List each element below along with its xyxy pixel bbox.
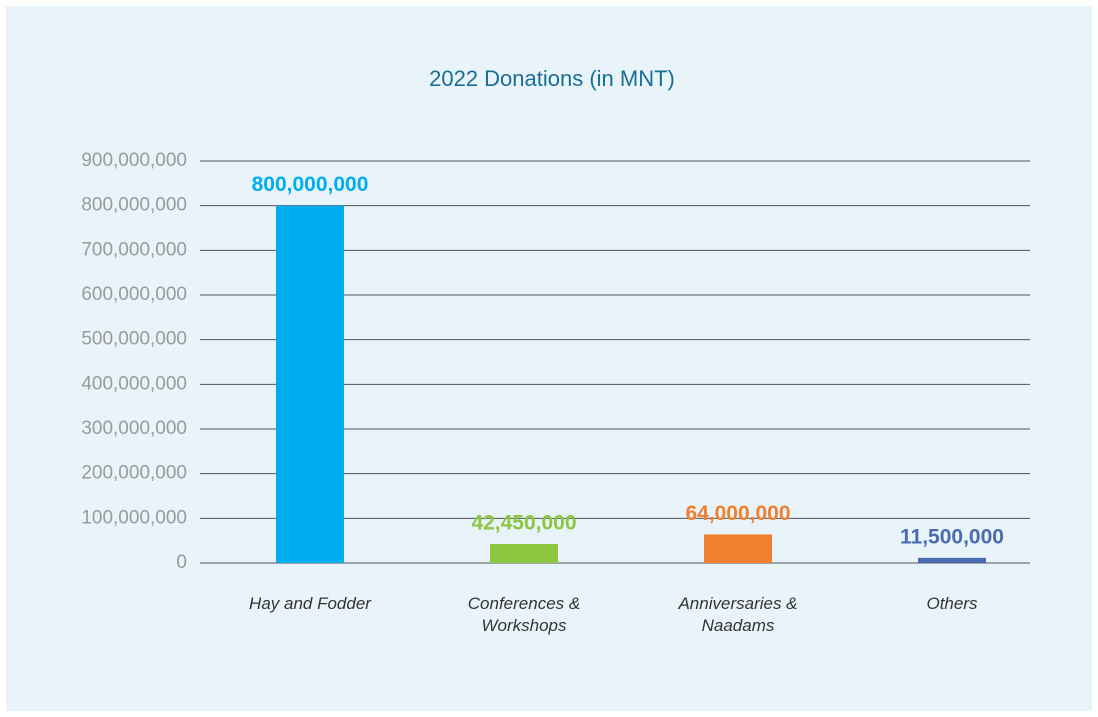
value-label: 800,000,000 [252,173,369,196]
y-tick-label: 400,000,000 [81,373,187,394]
y-tick-label: 800,000,000 [81,195,187,216]
y-tick-label: 600,000,000 [81,284,187,305]
x-tick-label: Others [926,594,978,613]
bar [276,205,344,563]
y-tick-label: 0 [176,552,187,573]
x-tick-label: Anniversaries & Naadams [678,594,798,635]
y-tick-label: 500,000,000 [81,329,187,350]
bar [704,534,772,563]
y-tick-label: 300,000,000 [81,418,187,439]
y-tick-label: 900,000,000 [81,150,187,171]
chart-title: 2022 Donations (in MNT) [429,66,675,91]
bar [918,557,986,563]
y-tick-label: 700,000,000 [81,239,187,260]
y-tick-label: 200,000,000 [81,463,187,484]
x-tick-label: Conferences & Workshops [467,594,581,635]
value-label: 42,450,000 [471,512,576,535]
value-label: 11,500,000 [900,525,1004,548]
x-tick-label: Hay and Fodder [249,594,371,613]
value-label: 64,000,000 [685,502,790,525]
y-tick-label: 100,000,000 [81,507,187,528]
bar [490,544,558,563]
panel [6,6,1092,711]
